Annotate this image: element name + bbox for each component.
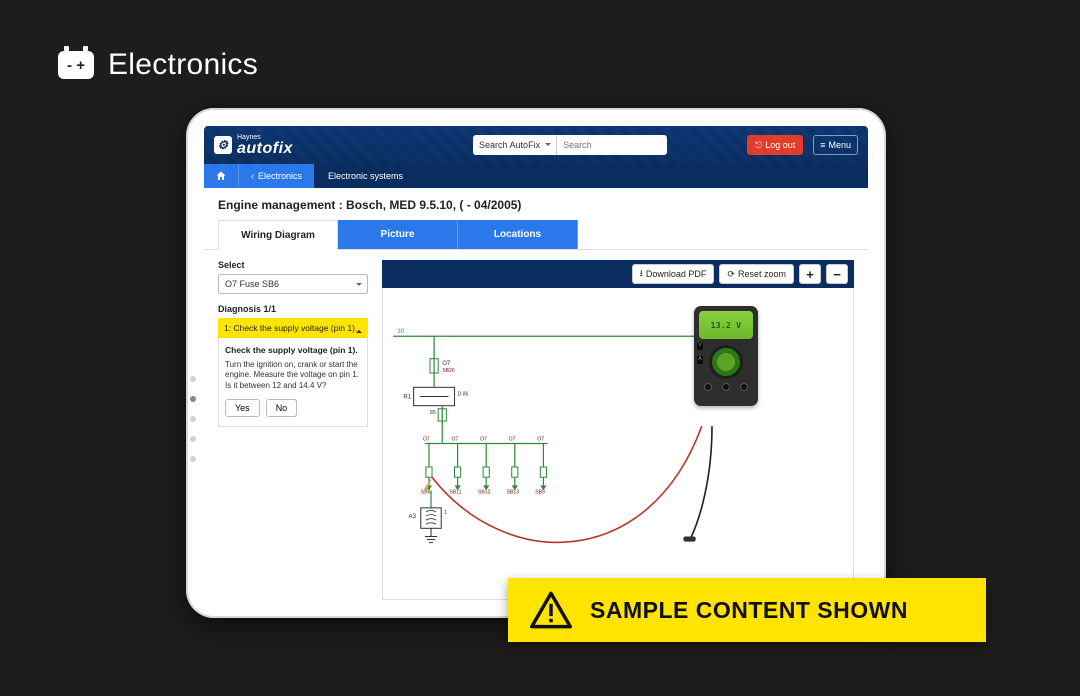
zoom-out-button[interactable]: − (826, 264, 848, 284)
tablet-frame: ⚙ Haynes autofix Search AutoFix ⎋ Log ou… (186, 108, 886, 618)
app-header: ⚙ Haynes autofix Search AutoFix ⎋ Log ou… (204, 126, 868, 164)
menu-button[interactable]: ≡ Menu (813, 135, 858, 155)
svg-text:SB12: SB12 (478, 490, 491, 496)
no-button[interactable]: No (266, 399, 298, 417)
select-label: Select (218, 260, 368, 270)
svg-text:O7: O7 (480, 436, 487, 442)
search-group: Search AutoFix (473, 135, 667, 155)
download-label: Download PDF (646, 269, 707, 279)
search-input[interactable] (557, 135, 667, 155)
svg-text:O7: O7 (537, 436, 544, 442)
breadcrumb-home[interactable] (204, 164, 238, 188)
zoom-in-button[interactable]: + (799, 264, 821, 284)
hamburger-icon: ≡ (820, 140, 825, 150)
home-icon (215, 170, 227, 182)
svg-text:O7: O7 (509, 436, 516, 442)
svg-text:A3: A3 (409, 513, 417, 520)
tab-wiring-diagram[interactable]: Wiring Diagram (218, 220, 338, 250)
side-panel: Select O7 Fuse SB6 Diagnosis 1/1 1: Chec… (218, 260, 368, 600)
battery-icon: - + (58, 51, 94, 79)
reset-zoom-button[interactable]: ⟳ Reset zoom (719, 264, 794, 284)
svg-text:O7: O7 (423, 436, 430, 442)
breadcrumb-current: Electronic systems (314, 164, 417, 188)
svg-text:1: 1 (444, 510, 447, 516)
logout-label: Log out (765, 140, 795, 150)
svg-text:R1: R1 (403, 394, 411, 401)
tab-locations[interactable]: Locations (458, 220, 578, 249)
page-body: Select O7 Fuse SB6 Diagnosis 1/1 1: Chec… (204, 250, 868, 600)
sample-content-banner: SAMPLE CONTENT SHOWN (508, 578, 986, 642)
tab-picture[interactable]: Picture (338, 220, 458, 249)
wiring-diagram-svg: 30O7SB26R1D 8685O7SB6O7SB11O7SB12O7SB13O… (383, 288, 853, 599)
breadcrumb: ‹ Electronics Electronic systems (204, 164, 868, 188)
diagnosis-question: Check the supply voltage (pin 1). (225, 345, 361, 356)
meter-reading: 13.2 V (699, 311, 753, 339)
svg-text:SB26: SB26 (442, 368, 455, 374)
svg-text:SB13: SB13 (507, 490, 520, 496)
app-screen: ⚙ Haynes autofix Search AutoFix ⎋ Log ou… (204, 126, 868, 600)
component-select[interactable]: O7 Fuse SB6 (218, 274, 368, 294)
download-pdf-button[interactable]: ⭳ Download PDF (632, 264, 715, 284)
logout-icon: ⎋ (755, 140, 762, 151)
meter-dial (709, 345, 743, 379)
multimeter: 13.2 V VA (694, 306, 758, 406)
diagnosis-instruction: Turn the ignition on, crank or start the… (225, 360, 361, 391)
gear-icon: ⚙ (214, 136, 232, 154)
accordion-body: Check the supply voltage (pin 1). Turn t… (218, 338, 368, 427)
svg-text:30: 30 (397, 328, 404, 335)
accordion-header[interactable]: 1: Check the supply voltage (pin 1). (218, 318, 368, 338)
diagram-area: ⭳ Download PDF ⟳ Reset zoom + − 30O7SB26… (382, 260, 854, 600)
svg-text:SB11: SB11 (449, 490, 461, 496)
breadcrumb-back[interactable]: ‹ Electronics (238, 164, 314, 188)
chevron-left-icon: ‹ (251, 171, 254, 181)
yes-button[interactable]: Yes (225, 399, 260, 417)
svg-text:SB9: SB9 (535, 490, 545, 496)
brand-logo[interactable]: ⚙ Haynes autofix (214, 134, 293, 157)
category-badge: - + Electronics (58, 48, 258, 82)
tab-bar: Wiring Diagram Picture Locations (204, 220, 868, 250)
diagram-toolbar: ⭳ Download PDF ⟳ Reset zoom + − (382, 260, 854, 288)
svg-text:O7: O7 (442, 360, 451, 367)
reset-zoom-label: Reset zoom (738, 269, 786, 279)
svg-text:85: 85 (430, 410, 436, 416)
sample-banner-text: SAMPLE CONTENT SHOWN (590, 597, 908, 624)
reset-zoom-icon: ⟳ (727, 269, 735, 280)
diagram-canvas[interactable]: 30O7SB26R1D 8685O7SB6O7SB11O7SB12O7SB13O… (382, 288, 854, 600)
brand-name: autofix (237, 140, 293, 157)
menu-label: Menu (828, 140, 851, 150)
page-title: Engine management : Bosch, MED 9.5.10, (… (204, 188, 868, 220)
svg-text:D 86: D 86 (458, 391, 469, 397)
download-icon: ⭳ (640, 266, 643, 282)
svg-text:O7: O7 (451, 436, 458, 442)
logout-button[interactable]: ⎋ Log out (747, 135, 803, 155)
breadcrumb-back-label: Electronics (258, 171, 302, 181)
tablet-side-dots (190, 376, 196, 462)
diagnosis-heading: Diagnosis 1/1 (218, 304, 368, 314)
search-scope-dropdown[interactable]: Search AutoFix (473, 135, 557, 155)
warning-icon (530, 591, 572, 629)
category-label: Electronics (108, 48, 258, 82)
